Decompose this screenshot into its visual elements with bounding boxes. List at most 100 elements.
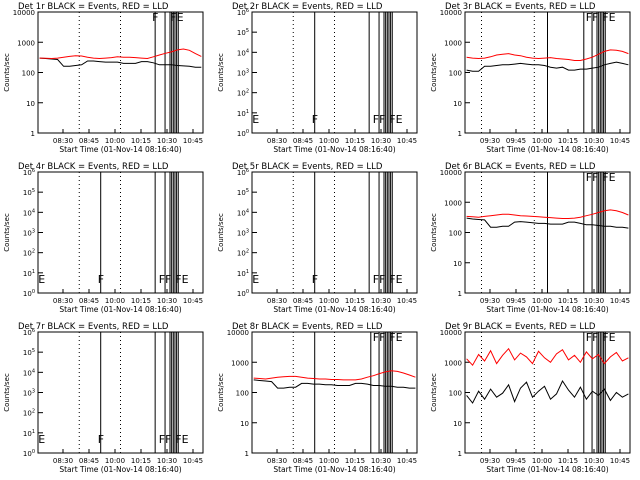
x-tick-label: 10:15 (131, 137, 151, 145)
flag-label: E (252, 273, 259, 286)
flag-label: FF (373, 273, 386, 286)
y-tick-label: 101 (23, 269, 35, 278)
x-tick-label: 10:15 (131, 297, 151, 305)
flag-label: F (312, 273, 318, 286)
lld-series-line (253, 370, 416, 381)
y-tick-label: 1000 (444, 39, 462, 47)
x-tick-label: 10:00 (319, 457, 339, 465)
y-tick-label: 10000 (440, 9, 462, 17)
x-axis-label: Start Time (01-Nov-14 08:16:40) (273, 145, 395, 154)
y-tick-label: 101 (237, 269, 249, 278)
x-tick-label: 10:30 (157, 137, 177, 145)
panel-title: Det 2r BLACK = Events, RED = LLD (232, 2, 383, 12)
events-series-line (39, 57, 202, 68)
events-series-line (466, 379, 629, 404)
y-axis-label: Counts/sec (3, 53, 11, 92)
flag-label: FE (170, 11, 183, 24)
y-tick-label: 1000 (444, 359, 462, 367)
x-tick-label: 10:30 (584, 137, 604, 145)
flag-label: E (38, 433, 45, 446)
y-tick-label: 10000 (227, 329, 249, 337)
flag-label: FE (389, 331, 402, 344)
y-tick-label: 106 (237, 168, 249, 177)
x-tick-label: 10:45 (183, 457, 203, 465)
y-tick-label: 10 (240, 420, 249, 428)
x-tick-label: 10:15 (558, 297, 578, 305)
x-tick-label: 10:45 (183, 297, 203, 305)
x-tick-label: 10:15 (345, 297, 365, 305)
x-tick-label: 10:30 (371, 297, 391, 305)
y-axis-label: Counts/sec (217, 373, 225, 412)
y-tick-label: 100 (449, 70, 462, 78)
x-tick-label: 08:30 (267, 297, 287, 305)
x-tick-label: 10:00 (319, 297, 339, 305)
flag-label: F (98, 273, 104, 286)
y-tick-label: 10 (453, 420, 462, 428)
x-tick-label: 10:00 (319, 137, 339, 145)
x-tick-label: 09:45 (506, 137, 526, 145)
x-axis-label: Start Time (01-Nov-14 08:16:40) (59, 465, 181, 474)
y-tick-label: 102 (237, 89, 249, 98)
x-tick-label: 10:15 (345, 137, 365, 145)
y-tick-label: 10 (453, 260, 462, 268)
y-tick-label: 105 (23, 188, 35, 197)
y-tick-label: 1000 (231, 359, 249, 367)
y-tick-label: 1 (458, 130, 462, 138)
panel-title: Det 5r BLACK = Events, RED = LLD (232, 162, 383, 172)
x-tick-label: 10:45 (183, 137, 203, 145)
y-axis-label: Counts/sec (3, 213, 11, 252)
y-tick-label: 10 (453, 100, 462, 108)
lld-series-line (39, 48, 202, 60)
flag-label: FE (602, 11, 615, 24)
flag-label: FE (602, 331, 615, 344)
flag-label: FF (159, 433, 172, 446)
x-tick-label: 08:45 (293, 137, 313, 145)
lld-series-line (466, 209, 629, 219)
y-tick-label: 1 (458, 450, 462, 458)
x-axis-label: Start Time (01-Nov-14 08:16:40) (59, 305, 181, 314)
y-axis-label: Counts/sec (430, 213, 438, 252)
panel-title: Det 9r BLACK = Events, RED = LLD (445, 322, 596, 332)
x-tick-label: 10:45 (610, 137, 630, 145)
y-tick-label: 100 (237, 289, 249, 298)
y-tick-label: 10000 (13, 9, 35, 17)
x-tick-label: 10:00 (105, 457, 125, 465)
y-tick-label: 101 (23, 429, 35, 438)
y-tick-label: 103 (237, 229, 249, 238)
x-tick-label: 08:45 (79, 457, 99, 465)
panel-title: Det 3r BLACK = Events, RED = LLD (445, 2, 596, 12)
y-tick-label: 10000 (440, 329, 462, 337)
x-tick-label: 09:30 (480, 297, 500, 305)
panel-title: Det 1r BLACK = Events, RED = LLD (18, 2, 169, 12)
x-tick-label: 08:45 (293, 457, 313, 465)
flag-label: FF (586, 11, 599, 24)
flag-label: FF (159, 273, 172, 286)
y-axis-label: Counts/sec (430, 53, 438, 92)
x-tick-label: 10:30 (584, 297, 604, 305)
y-tick-label: 106 (237, 8, 249, 17)
y-tick-label: 1 (245, 450, 249, 458)
y-tick-label: 102 (23, 249, 35, 258)
x-tick-label: 10:45 (610, 297, 630, 305)
x-tick-label: 09:30 (480, 137, 500, 145)
y-tick-label: 10 (26, 100, 35, 108)
x-tick-label: 10:45 (397, 137, 417, 145)
x-tick-label: 08:30 (53, 137, 73, 145)
y-tick-label: 102 (237, 249, 249, 258)
x-tick-label: 10:30 (371, 137, 391, 145)
x-tick-label: 10:15 (131, 457, 151, 465)
y-tick-label: 104 (23, 368, 35, 377)
panel-title: Det 4r BLACK = Events, RED = LLD (18, 162, 169, 172)
flag-label: FF (373, 331, 386, 344)
panel-title: Det 8r BLACK = Events, RED = LLD (232, 322, 383, 332)
y-axis-label: Counts/sec (3, 373, 11, 412)
y-tick-label: 100 (23, 289, 35, 298)
flag-label: F (98, 433, 104, 446)
y-tick-label: 100 (237, 129, 249, 138)
